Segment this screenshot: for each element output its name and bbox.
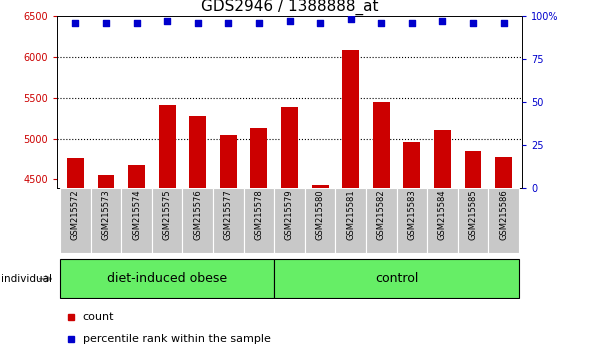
Bar bbox=[342, 50, 359, 188]
Bar bbox=[220, 135, 237, 188]
Point bbox=[407, 20, 416, 25]
Bar bbox=[427, 188, 458, 253]
Point bbox=[346, 17, 355, 22]
Bar bbox=[335, 188, 366, 253]
Bar bbox=[305, 188, 335, 253]
Text: control: control bbox=[375, 272, 418, 285]
Bar bbox=[281, 107, 298, 188]
Point bbox=[163, 18, 172, 24]
Bar bbox=[152, 188, 182, 253]
Text: GSM215580: GSM215580 bbox=[316, 190, 325, 240]
Text: GSM215579: GSM215579 bbox=[285, 190, 294, 240]
Text: GSM215585: GSM215585 bbox=[469, 190, 478, 240]
Bar bbox=[128, 165, 145, 188]
Text: GSM215581: GSM215581 bbox=[346, 190, 355, 240]
Text: count: count bbox=[83, 312, 114, 322]
Point bbox=[499, 20, 508, 25]
Bar bbox=[182, 188, 213, 253]
Point bbox=[285, 18, 295, 24]
Bar bbox=[495, 156, 512, 188]
Bar bbox=[397, 188, 427, 253]
Text: diet-induced obese: diet-induced obese bbox=[107, 272, 227, 285]
Point bbox=[71, 20, 80, 25]
Point bbox=[437, 18, 447, 24]
Text: GSM215572: GSM215572 bbox=[71, 190, 80, 240]
Point bbox=[315, 20, 325, 25]
Bar bbox=[488, 188, 519, 253]
Bar bbox=[60, 259, 274, 298]
Text: GSM215575: GSM215575 bbox=[163, 190, 172, 240]
Bar bbox=[403, 142, 420, 188]
Text: GSM215583: GSM215583 bbox=[407, 190, 416, 240]
Bar bbox=[67, 158, 84, 188]
Text: GSM215586: GSM215586 bbox=[499, 190, 508, 240]
Bar bbox=[274, 259, 519, 298]
Bar bbox=[274, 188, 305, 253]
Point bbox=[101, 20, 111, 25]
Text: GSM215578: GSM215578 bbox=[254, 190, 263, 240]
Text: GSM215573: GSM215573 bbox=[101, 190, 110, 240]
Bar bbox=[311, 185, 329, 188]
Text: GSM215574: GSM215574 bbox=[132, 190, 141, 240]
Point bbox=[468, 20, 478, 25]
Bar bbox=[464, 151, 481, 188]
Bar bbox=[60, 188, 91, 253]
Bar bbox=[98, 175, 115, 188]
Bar bbox=[190, 116, 206, 188]
Point bbox=[132, 20, 142, 25]
Bar bbox=[458, 188, 488, 253]
Bar bbox=[366, 188, 397, 253]
Bar bbox=[244, 188, 274, 253]
Bar bbox=[434, 130, 451, 188]
Point bbox=[254, 20, 264, 25]
Point bbox=[193, 20, 203, 25]
Bar bbox=[250, 128, 268, 188]
Text: GSM215576: GSM215576 bbox=[193, 190, 202, 240]
Bar bbox=[373, 102, 389, 188]
Bar bbox=[213, 188, 244, 253]
Bar bbox=[121, 188, 152, 253]
Point bbox=[224, 20, 233, 25]
Text: GSM215582: GSM215582 bbox=[377, 190, 386, 240]
Point bbox=[376, 20, 386, 25]
Text: individual: individual bbox=[1, 274, 52, 284]
Text: GSM215577: GSM215577 bbox=[224, 190, 233, 240]
Bar bbox=[159, 105, 176, 188]
Text: GSM215584: GSM215584 bbox=[438, 190, 447, 240]
Text: percentile rank within the sample: percentile rank within the sample bbox=[83, 334, 271, 344]
Title: GDS2946 / 1388888_at: GDS2946 / 1388888_at bbox=[201, 0, 378, 15]
Bar bbox=[91, 188, 121, 253]
